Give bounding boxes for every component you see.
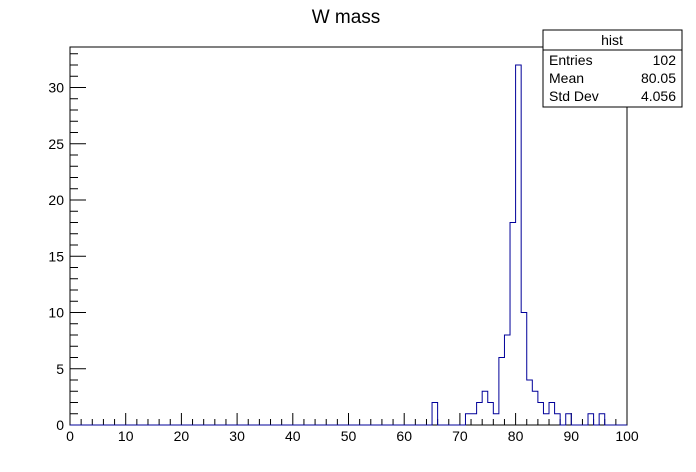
x-tick-label: 70 — [452, 428, 468, 444]
stats-box-title: hist — [601, 32, 623, 48]
y-axis-tick-labels: 0 5 10 15 20 25 30 — [48, 80, 64, 434]
stats-box: hist Entries 102 Mean 80.05 Std Dev 4.05… — [542, 29, 683, 108]
x-axis-ticks — [69, 413, 628, 425]
x-minor-ticks — [80, 419, 617, 425]
y-tick-label: 30 — [48, 80, 64, 96]
x-tick-label: 10 — [118, 428, 134, 444]
stats-box-frame — [542, 29, 683, 108]
y-tick-label: 15 — [48, 248, 64, 264]
stats-label-std-dev: Std Dev — [549, 88, 599, 104]
x-tick-label: 100 — [615, 428, 639, 444]
x-axis-tick-labels: 0 10 20 30 40 50 60 70 80 90 100 — [66, 428, 639, 444]
y-tick-label: 0 — [56, 417, 64, 433]
x-tick-label: 50 — [341, 428, 357, 444]
x-tick-label: 90 — [564, 428, 580, 444]
y-tick-label: 20 — [48, 192, 64, 208]
chart-title: W mass — [312, 7, 381, 28]
x-tick-label: 0 — [66, 428, 74, 444]
y-tick-label: 25 — [48, 136, 64, 152]
histogram-outline — [70, 64, 627, 426]
x-tick-label: 20 — [174, 428, 190, 444]
stats-value-entries: 102 — [653, 52, 677, 68]
x-tick-label: 40 — [285, 428, 301, 444]
x-tick-label: 60 — [396, 428, 412, 444]
stats-label-entries: Entries — [549, 52, 593, 68]
stats-value-std-dev: 4.056 — [641, 88, 676, 104]
stats-label-mean: Mean — [549, 70, 584, 86]
y-minor-ticks — [70, 53, 78, 415]
y-tick-label: 5 — [56, 361, 64, 377]
x-tick-label: 30 — [229, 428, 245, 444]
y-tick-label: 10 — [48, 305, 64, 321]
stats-value-mean: 80.05 — [641, 70, 676, 86]
x-tick-label: 80 — [508, 428, 524, 444]
